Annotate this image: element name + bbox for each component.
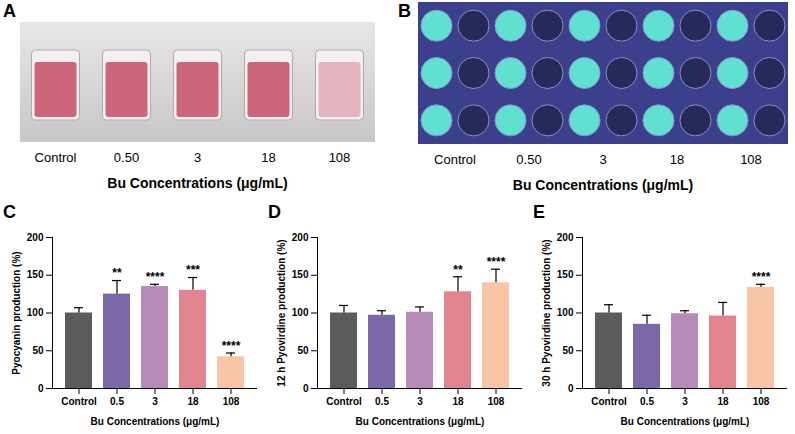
svg-text:3: 3 (417, 396, 423, 407)
svg-text:200: 200 (557, 232, 574, 243)
svg-text:Bu Concentrations (μg/mL): Bu Concentrations (μg/mL) (356, 416, 485, 427)
svg-text:108: 108 (488, 396, 505, 407)
svg-text:Bu Concentrations (μg/mL): Bu Concentrations (μg/mL) (513, 177, 693, 193)
svg-text:50: 50 (562, 345, 574, 356)
svg-text:**: ** (453, 263, 463, 277)
svg-text:0: 0 (568, 383, 574, 394)
svg-text:0.5: 0.5 (110, 396, 124, 407)
html-text:C: C (3, 202, 16, 222)
svg-text:Control: Control (591, 396, 627, 407)
svg-text:3: 3 (194, 150, 201, 165)
svg-text:12 h Pyovirdine production (%): 12 h Pyovirdine production (%) (276, 239, 287, 386)
svg-text:18: 18 (261, 150, 275, 165)
svg-text:150: 150 (27, 269, 44, 280)
svg-text:****: **** (752, 270, 771, 284)
svg-text:18: 18 (452, 396, 464, 407)
svg-text:150: 150 (292, 269, 309, 280)
svg-text:200: 200 (292, 232, 309, 243)
svg-text:18: 18 (670, 152, 684, 167)
svg-text:100: 100 (557, 307, 574, 318)
svg-text:100: 100 (292, 307, 309, 318)
svg-text:3: 3 (152, 396, 158, 407)
svg-text:Control: Control (35, 150, 77, 165)
svg-text:150: 150 (557, 269, 574, 280)
svg-text:30 h Pyovirdine production (%): 30 h Pyovirdine production (%) (541, 239, 552, 386)
svg-text:Pyocyanin production (%): Pyocyanin production (%) (11, 251, 22, 374)
svg-text:108: 108 (740, 152, 762, 167)
svg-text:18: 18 (187, 396, 199, 407)
svg-text:***: *** (186, 263, 200, 277)
svg-text:0.50: 0.50 (516, 152, 541, 167)
svg-text:100: 100 (27, 307, 44, 318)
svg-text:18: 18 (717, 396, 729, 407)
svg-text:108: 108 (329, 150, 351, 165)
svg-text:0: 0 (38, 383, 44, 394)
html-text:E: E (533, 202, 545, 222)
svg-text:****: **** (487, 255, 506, 269)
svg-text:0: 0 (303, 383, 309, 394)
svg-text:0.50: 0.50 (114, 150, 139, 165)
svg-text:3: 3 (682, 396, 688, 407)
svg-text:Control: Control (61, 396, 97, 407)
svg-text:0.5: 0.5 (640, 396, 654, 407)
svg-text:Bu Concentrations (μg/mL): Bu Concentrations (μg/mL) (621, 416, 750, 427)
svg-text:Control: Control (434, 152, 476, 167)
svg-text:50: 50 (32, 345, 44, 356)
svg-text:50: 50 (297, 345, 309, 356)
svg-text:Bu Concentrations (μg/mL): Bu Concentrations (μg/mL) (107, 175, 287, 191)
svg-text:**: ** (112, 266, 122, 280)
svg-text:Bu Concentrations (μg/mL): Bu Concentrations (μg/mL) (91, 416, 220, 427)
svg-text:108: 108 (753, 396, 770, 407)
svg-text:108: 108 (223, 396, 240, 407)
svg-text:A: A (3, 1, 16, 21)
svg-text:B: B (398, 1, 411, 21)
svg-text:0.5: 0.5 (375, 396, 389, 407)
svg-text:****: **** (222, 339, 241, 353)
svg-text:3: 3 (599, 152, 606, 167)
svg-text:200: 200 (27, 232, 44, 243)
svg-text:Control: Control (326, 396, 362, 407)
svg-text:****: **** (146, 270, 165, 284)
html-text:D: D (268, 202, 281, 222)
